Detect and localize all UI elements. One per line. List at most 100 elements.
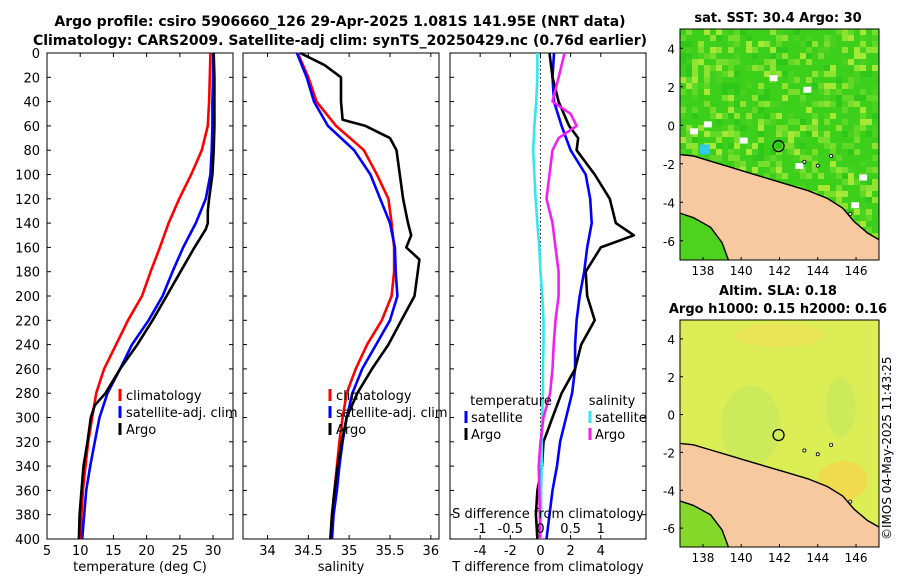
sst-cell [728,47,734,53]
sst-cell [698,125,704,131]
sst-cell [680,113,686,119]
sst-cell [680,137,686,143]
sst-cell [872,143,878,149]
sst-cell [704,59,710,65]
sst-missing-cell [851,202,860,209]
sst-cell [764,143,770,149]
sst-cell [734,41,740,47]
sst-cell [782,47,788,53]
sst-cell [800,119,806,125]
sst-cell [806,149,812,155]
sst-cell [740,107,746,113]
sst-cell [794,131,800,137]
temperature-profile-xlabel: temperature (deg C) [73,560,207,575]
sst-cell [740,35,746,41]
sst-cell [848,155,854,161]
salinity-profile-xtick-label: 34.5 [294,544,323,559]
sst-cell [860,125,866,131]
sst-cell [830,41,836,47]
sst-cell [758,161,764,167]
sst-cell [842,59,848,65]
island [848,211,853,216]
sst-cell [788,89,794,95]
south-coast-sea [680,212,730,260]
sst-cell [872,29,878,35]
sst-cell [860,107,866,113]
sst-cell [854,125,860,131]
sst-cell [818,119,824,125]
sst-cell [776,143,782,149]
sst-cell [842,203,848,209]
sst-cell [848,143,854,149]
sst-cell [806,59,812,65]
sst-cell [728,143,734,149]
island [802,159,807,164]
sst-cell [812,161,818,167]
sst-cell [806,155,812,161]
sst-cell [752,65,758,71]
difference-profile-xlabel: T difference from climatology [451,560,644,575]
sst-cell [764,131,770,137]
sst-cell [830,35,836,41]
sst-cell [716,77,722,83]
sst-cell [824,89,830,95]
sst-cell [866,209,872,215]
sst-cell [866,191,872,197]
sst-cell [770,53,776,59]
sst-cell [860,89,866,95]
sst-cell [776,161,782,167]
depth-tick-label: 100 [15,169,40,184]
imos-watermark: ©IMOS 04-May-2025 11:43:25 [880,356,894,540]
sst-cell [812,107,818,113]
sst-cell [704,89,710,95]
sst-cell [734,155,740,161]
sst-cell [764,59,770,65]
depth-tick-label: 160 [15,241,40,256]
sst-cell [752,143,758,149]
sla-map-ytick-label: 4 [667,333,675,347]
sst-cell [716,71,722,77]
sst-cell [872,233,878,239]
sst-cell [704,71,710,77]
sst-cell [866,47,872,53]
temperature-profile-xtick-label: 15 [105,544,122,559]
difference-profile-series-s-satellite [531,53,545,540]
sst-missing-cell [859,174,868,181]
sst-cell [728,95,734,101]
salinity-profile-series-satellite-adj-clim [295,52,399,540]
sst-cell [776,131,782,137]
sst-cell [860,161,866,167]
sst-cell [866,185,872,191]
sst-cell [830,71,836,77]
sst-cell [746,149,752,155]
sst-cell [794,29,800,35]
sst-cell [854,77,860,83]
sst-cell [806,35,812,41]
sst-cell [776,119,782,125]
sst-cell [782,83,788,89]
sst-cell [734,59,740,65]
sst-cell [860,113,866,119]
sst-cell [722,131,728,137]
island [802,448,807,453]
sst-cell [800,125,806,131]
sst-cell [734,137,740,143]
sst-cell [818,65,824,71]
sla-map-plot-area [680,320,879,547]
sst-cell [824,137,830,143]
sla-map-xtick-label: 144 [806,551,829,565]
sst-cell [872,65,878,71]
sst-cell [716,65,722,71]
sst-cell [752,107,758,113]
sst-cell [698,59,704,65]
sst-cell [794,77,800,83]
salinity-profile-xtick-label: 35.5 [376,544,405,559]
depth-tick-label: 140 [15,217,40,232]
sst-cell [830,167,836,173]
sst-cell [824,101,830,107]
sst-cell [686,131,692,137]
sst-cell [836,197,842,203]
sst-cell [854,101,860,107]
sst-cell [728,65,734,71]
sst-cell [848,95,854,101]
